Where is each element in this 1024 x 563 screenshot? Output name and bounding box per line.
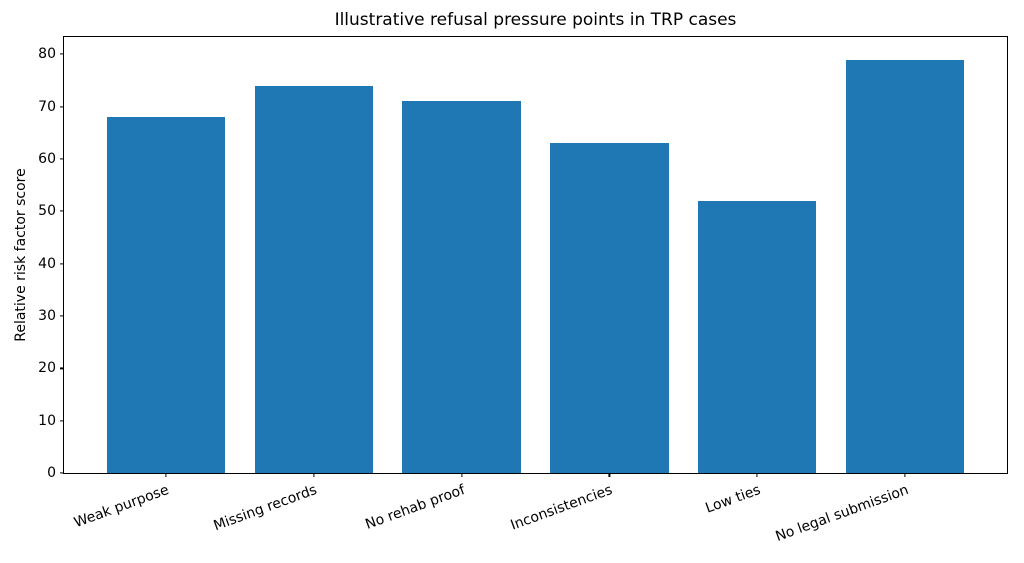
y-tick-label: 0 (47, 465, 56, 481)
plot-area: 0 10 20 30 40 50 60 70 80 Weak purpose Missing rec… (38, 36, 1008, 545)
y-tick-label: 70 (38, 98, 56, 115)
y-tick-label: 60 (38, 150, 56, 167)
x-tick-mark (313, 473, 315, 477)
y-tick-mark (60, 367, 64, 369)
chart-title: Illustrative refusal pressure points in … (334, 10, 737, 30)
x-tick-mark (756, 473, 758, 477)
y-tick-mark (60, 53, 64, 55)
bar-0 (106, 117, 226, 473)
bar-2 (402, 101, 521, 473)
y-tick-label: 50 (38, 203, 56, 220)
x-tick-label: Inconsistencies (508, 482, 615, 534)
y-tick-label: 40 (38, 255, 56, 272)
y-tick-label: 20 (38, 360, 56, 377)
x-tick-label: Missing records (211, 482, 320, 535)
y-tick-mark (60, 472, 64, 474)
y-tick-mark (60, 158, 64, 160)
x-tick-mark (461, 473, 463, 477)
bar-5 (845, 59, 965, 473)
y-tick-label: 80 (38, 46, 56, 63)
y-tick-mark (60, 106, 64, 108)
x-tick-mark (904, 473, 906, 477)
y-axis-label: Relative risk factor score (13, 168, 29, 342)
bar-1 (254, 85, 373, 473)
x-tick-label: No rehab proof (363, 482, 468, 533)
y-tick-mark (60, 263, 64, 265)
y-tick-mark (60, 420, 64, 422)
x-tick-label: Low ties (703, 482, 763, 517)
bar-4 (698, 200, 817, 473)
x-tick-mark (165, 473, 167, 477)
y-tick-label: 30 (38, 307, 56, 324)
x-tick-label: No legal submission (773, 482, 911, 546)
bar-3 (550, 143, 669, 473)
x-tick-mark (608, 473, 610, 477)
y-tick-label: 10 (38, 412, 56, 429)
y-tick-mark (60, 315, 64, 317)
x-tick-label: Weak purpose (72, 482, 172, 532)
y-tick-mark (60, 210, 64, 212)
